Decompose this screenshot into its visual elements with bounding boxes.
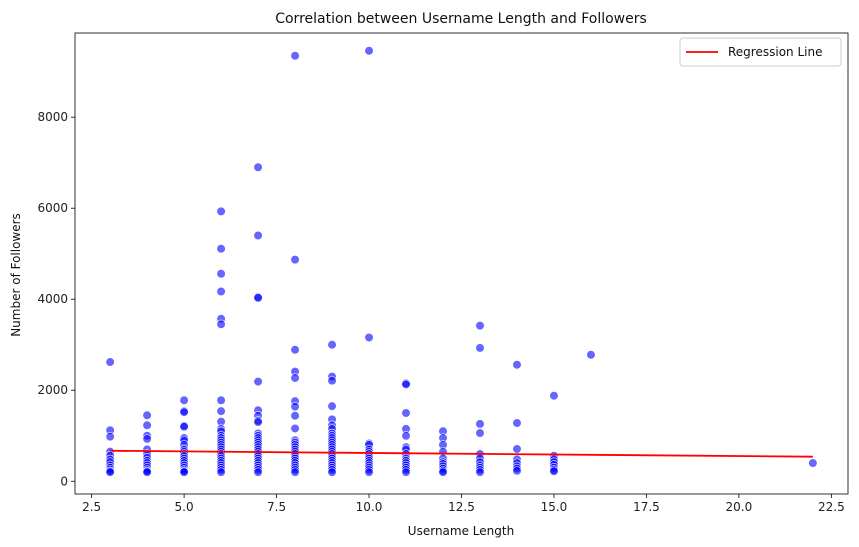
data-point — [253, 417, 263, 427]
data-point — [364, 46, 374, 56]
data-point — [216, 406, 226, 416]
regression-line-layer — [110, 449, 813, 458]
data-point — [512, 466, 522, 476]
x-tick-label: 12.5 — [448, 500, 475, 514]
data-point — [364, 467, 374, 477]
data-point — [253, 467, 263, 477]
x-axis-label: Username Length — [408, 524, 514, 538]
data-point — [216, 319, 226, 329]
data-point — [475, 467, 485, 477]
scatter-points — [105, 46, 818, 477]
data-point — [179, 395, 189, 405]
data-point — [290, 411, 300, 421]
data-point — [142, 434, 152, 444]
data-point — [290, 423, 300, 434]
x-tick-label: 20.0 — [726, 500, 753, 514]
data-point — [253, 162, 263, 172]
data-point — [290, 345, 300, 355]
data-point — [105, 357, 115, 367]
data-point — [290, 467, 300, 477]
x-tick-label: 15.0 — [541, 500, 568, 514]
data-point — [401, 379, 411, 389]
legend: Regression Line — [679, 37, 842, 67]
data-point — [290, 255, 300, 265]
x-tick-label: 22.5 — [818, 500, 845, 514]
data-point — [290, 402, 300, 412]
regression-line — [110, 449, 813, 458]
data-point — [475, 428, 485, 438]
data-point — [401, 408, 411, 418]
data-point — [216, 269, 226, 279]
x-tick-label: 17.5 — [633, 500, 660, 514]
data-point — [364, 332, 374, 343]
data-point — [549, 466, 559, 476]
y-tick-label: 0 — [60, 474, 68, 488]
data-point — [179, 407, 189, 417]
data-point — [401, 431, 411, 441]
data-point — [808, 458, 818, 468]
data-point — [253, 230, 263, 241]
data-point — [216, 286, 226, 297]
y-axis-label: Number of Followers — [9, 213, 23, 337]
data-point — [290, 51, 300, 61]
legend-label: Regression Line — [728, 45, 822, 59]
data-point — [142, 410, 152, 420]
data-point — [512, 418, 522, 428]
data-point — [105, 467, 115, 477]
data-point — [438, 467, 448, 477]
data-point — [216, 395, 226, 405]
data-point — [216, 244, 226, 254]
data-point — [105, 432, 115, 442]
y-axis-ticks: 0 2000 4000 6000 8000 — [37, 110, 75, 488]
data-point — [142, 467, 152, 477]
data-point — [216, 467, 226, 477]
x-tick-label: 5.0 — [175, 500, 194, 514]
data-point — [475, 419, 485, 429]
data-point — [512, 360, 522, 370]
data-point — [179, 422, 189, 432]
x-tick-label: 7.5 — [267, 500, 286, 514]
x-tick-label: 2.5 — [82, 500, 101, 514]
data-point — [549, 391, 559, 401]
data-point — [475, 321, 485, 331]
data-point — [216, 206, 226, 216]
legend-box — [679, 37, 842, 67]
y-tick-label: 2000 — [37, 383, 68, 397]
x-axis-ticks: 2.5 5.0 7.5 10.0 12.5 15.0 17.5 20.0 22.5 — [82, 494, 845, 514]
data-point — [179, 467, 189, 477]
y-tick-label: 4000 — [37, 292, 68, 306]
data-point — [401, 467, 411, 477]
data-point — [142, 420, 152, 430]
data-point — [586, 350, 596, 360]
data-point — [253, 293, 263, 303]
chart-title: Correlation between Username Length and … — [275, 11, 647, 27]
data-point — [512, 444, 522, 454]
data-point — [253, 376, 263, 387]
data-point — [327, 401, 337, 411]
y-tick-label: 8000 — [37, 110, 68, 124]
data-point — [475, 343, 485, 353]
x-tick-label: 10.0 — [356, 500, 383, 514]
data-point — [327, 467, 337, 477]
y-tick-label: 6000 — [37, 201, 68, 215]
data-point — [327, 340, 337, 350]
data-point — [290, 373, 300, 383]
data-point — [327, 376, 337, 386]
